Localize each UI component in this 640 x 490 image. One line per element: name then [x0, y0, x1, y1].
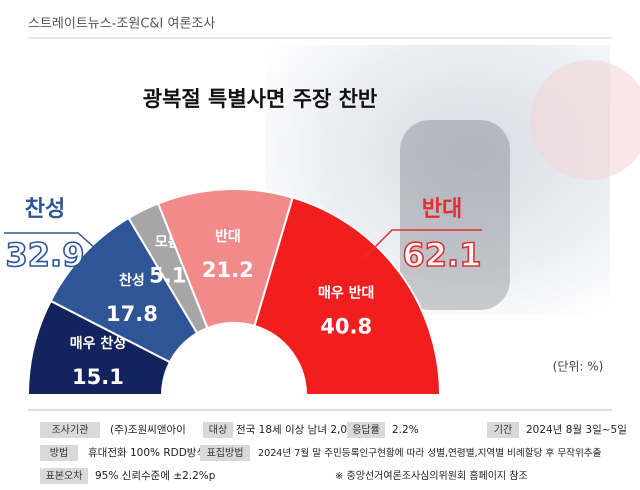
footer-value: 95% 신뢰수준에 ±2.2%p: [95, 470, 216, 482]
chart-title: 광복절 특별사면 주장 찬반: [143, 87, 377, 111]
footer-value: (주)조원씨앤아이: [110, 424, 186, 436]
summary-connector: [363, 229, 482, 259]
segment-value: 21.2: [202, 258, 254, 282]
footer-value: 전국 18세 이상 남녀 2,002명: [236, 424, 370, 436]
segment-value: 40.8: [320, 314, 372, 338]
summary-connector: [4, 232, 105, 257]
footer-value: 2.2%: [392, 424, 419, 436]
donut-segment: [253, 196, 442, 396]
footer-label: 조사기관: [52, 424, 89, 436]
footer-label: 응답률: [352, 424, 380, 436]
flag-decoration: [530, 60, 640, 180]
footer-label: 기간: [494, 424, 512, 436]
footer-label: 대상: [209, 424, 227, 436]
photo-figure: [400, 120, 510, 310]
footer-label-box: [200, 445, 250, 461]
footer-note: ※ 중앙선거여론조사심의위원회 홈페이지 참조: [335, 469, 528, 482]
segment-name: 찬성: [119, 272, 145, 289]
summary-name: 반대: [422, 197, 462, 222]
summary-value: 32.9: [6, 236, 85, 274]
segment-name: 반대: [215, 228, 241, 245]
footer-value: 2024년 8월 3일~5일: [526, 423, 627, 436]
footer-label-box: [40, 422, 100, 438]
footer-label: 방법: [50, 447, 68, 459]
segment-value: 17.8: [106, 302, 158, 326]
segment-value: 5.1: [149, 263, 186, 287]
footer-label-box: [203, 422, 233, 438]
segment-name: 매우 찬성: [70, 335, 126, 352]
summary-name: 찬성: [25, 197, 65, 222]
footer-value: 휴대전화 100% RDD방식: [88, 447, 206, 459]
footer-label-box: [347, 422, 385, 438]
unit-note: (단위: %): [553, 360, 604, 374]
donut-segment: [156, 188, 294, 330]
segment-value: 15.1: [72, 365, 124, 389]
footer-value: 2024년 7월 말 주민등록인구현황에 따라 성별,연령별,지역별 비례할당 …: [258, 447, 602, 459]
footer-label-box: [40, 445, 78, 461]
footer-label-box: [487, 422, 519, 438]
segment-name: 매우 반대: [318, 284, 374, 301]
footer-label: 표본오차: [46, 470, 83, 482]
header-source: 스트레이트뉴스-조원C&I 여론조사: [28, 17, 215, 32]
summary-value: 62.1: [403, 236, 482, 274]
footer-label-box: [40, 468, 88, 484]
footer-label: 표집방법: [207, 447, 244, 459]
